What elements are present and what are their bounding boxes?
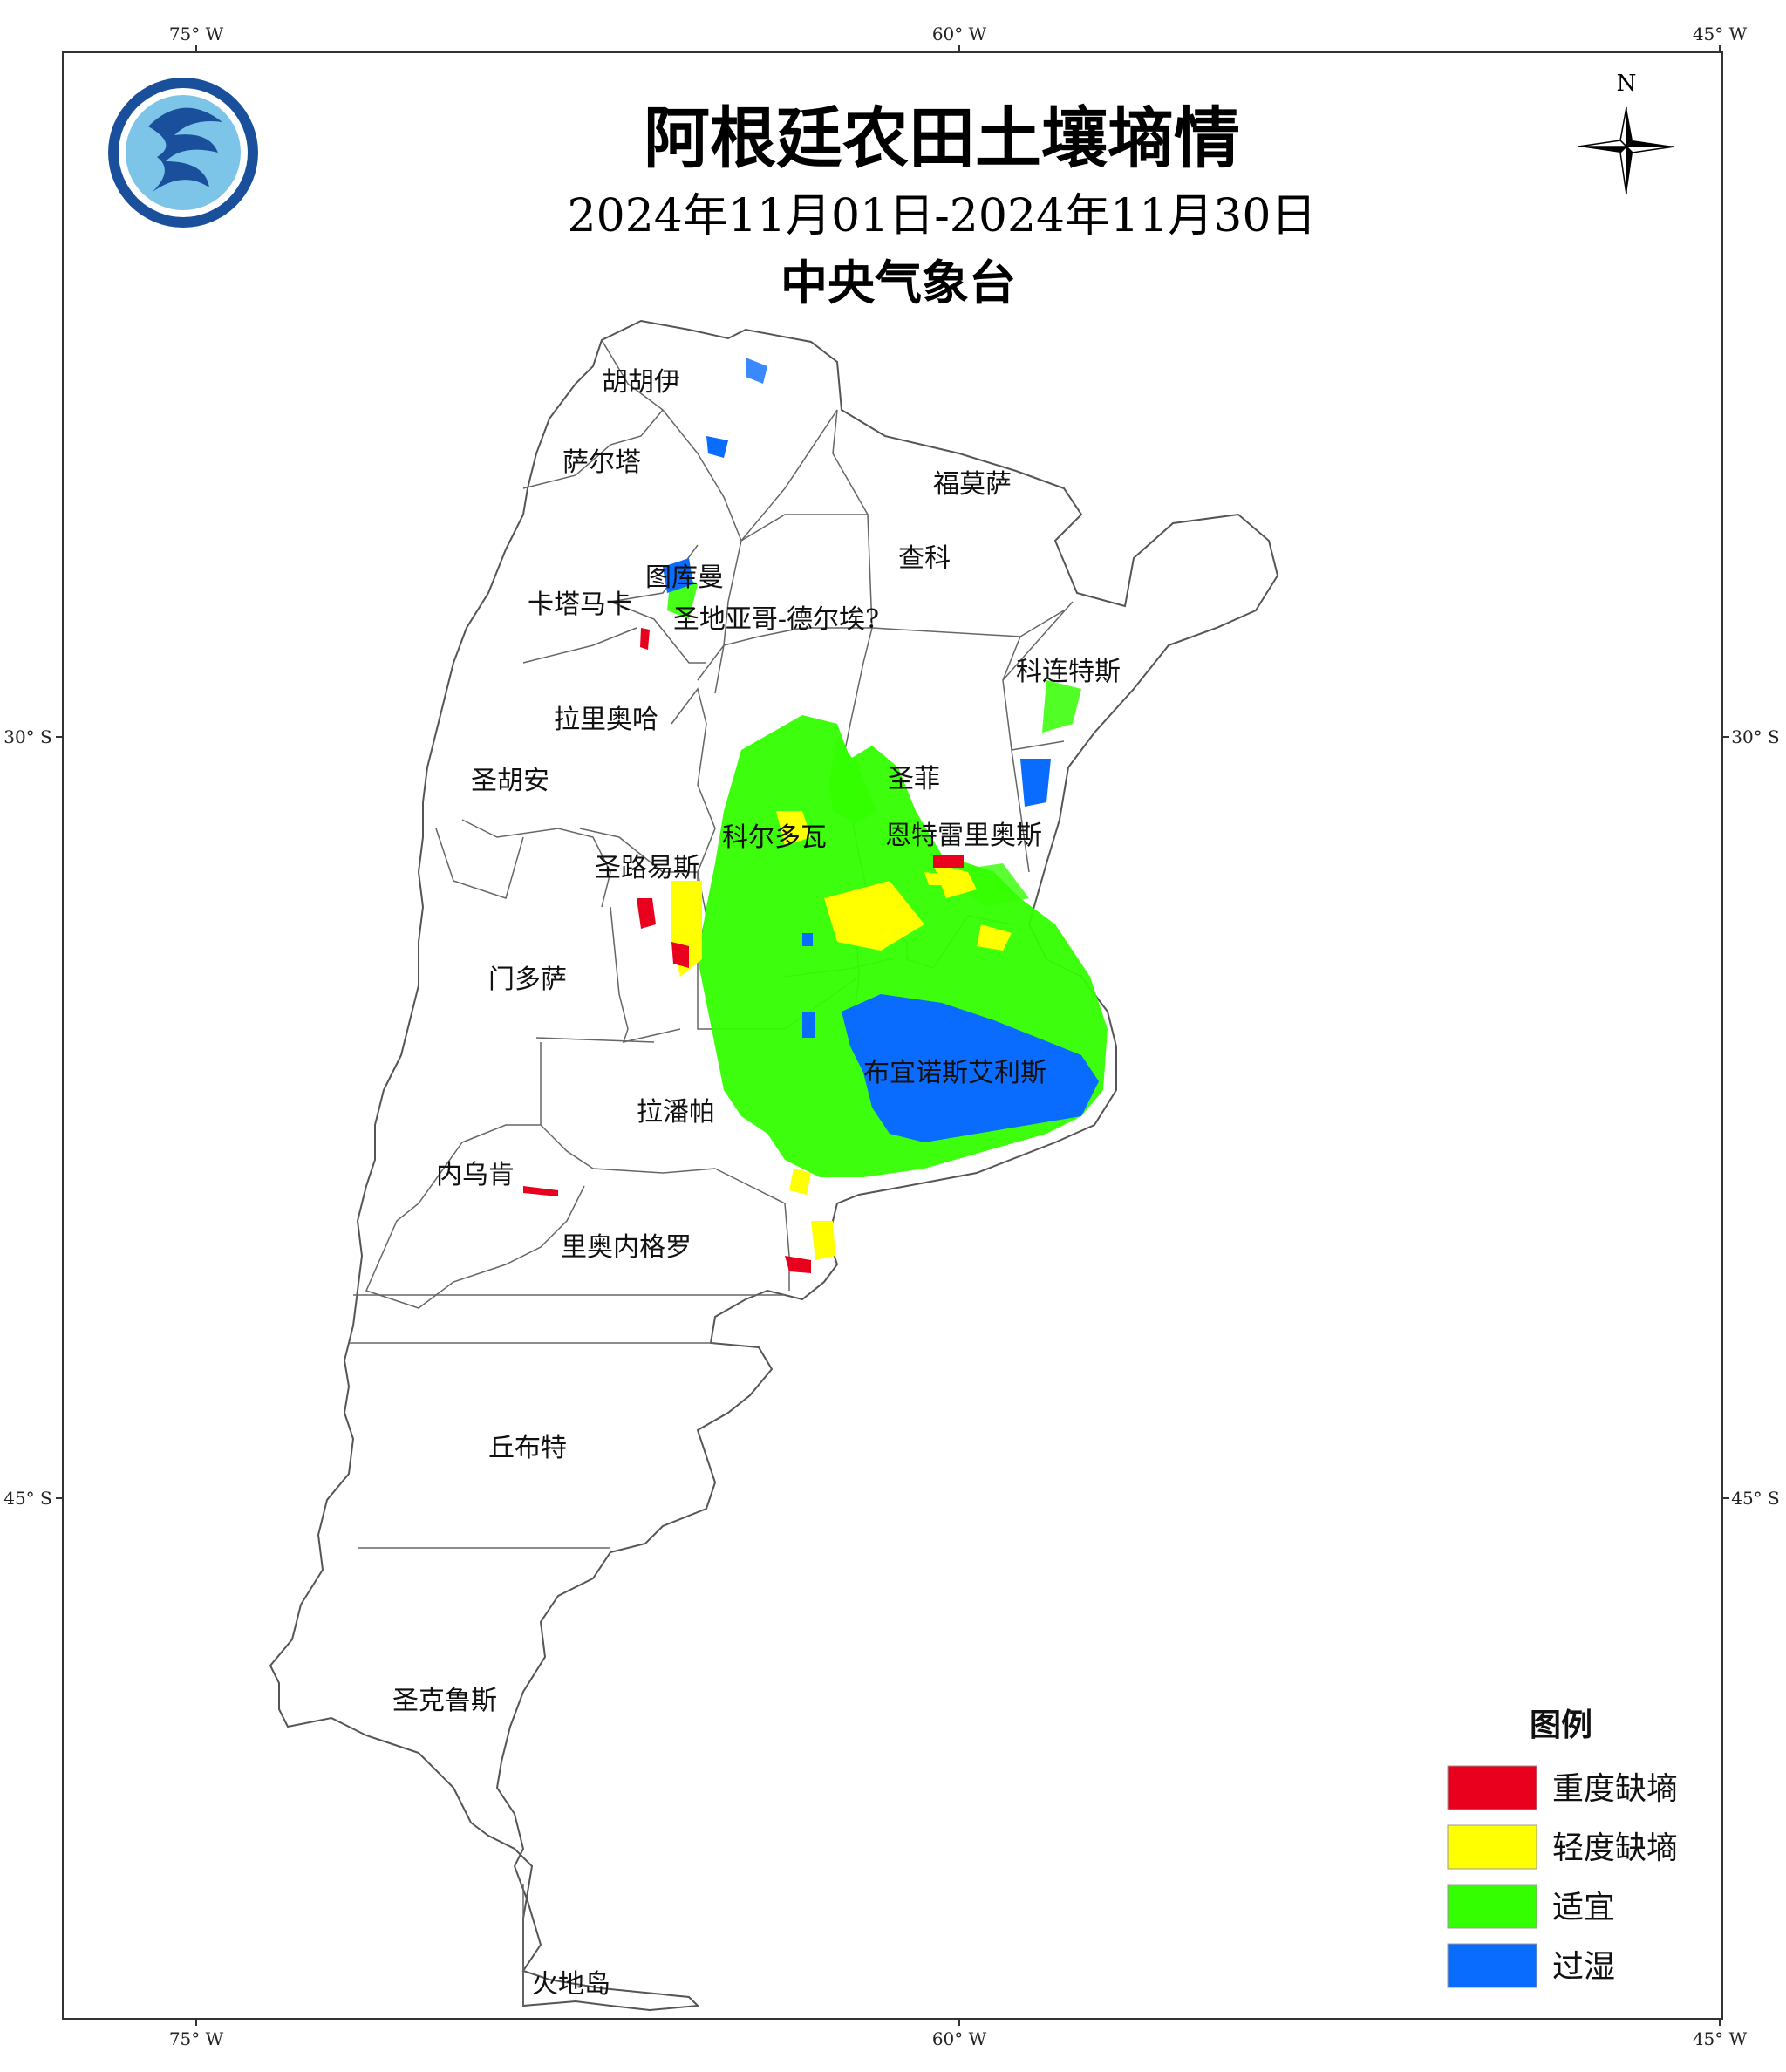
- bottom-lon-45w: 45° W: [1693, 2028, 1748, 2049]
- legend-swatch: [1448, 1766, 1537, 1810]
- province-label-neuquen: 内乌肯: [436, 1160, 515, 1190]
- bottom-lon-60w: 60° W: [932, 2028, 987, 2049]
- province-label-san-juan: 圣胡安: [471, 766, 549, 796]
- province-label-corrientes: 科连特斯: [1016, 657, 1121, 687]
- map-title: 阿根廷农田土壤墒情: [644, 99, 1240, 177]
- bottom-lon-75w: 75° W: [169, 2028, 224, 2049]
- province-label-santa-fe: 圣菲: [888, 764, 940, 794]
- top-lon-75w: 75° W: [169, 24, 224, 44]
- legend-swatch: [1448, 1885, 1537, 1928]
- province-label-catamarca: 卡塔马卡: [528, 590, 632, 620]
- north-label: N: [1617, 71, 1637, 97]
- province-label-la-pampa: 拉潘帕: [637, 1097, 715, 1128]
- province-label-tucuman: 图库曼: [645, 562, 724, 593]
- map-date-range: 2024年11月01日-2024年11月30日: [568, 190, 1317, 242]
- legend-label: 适宜: [1552, 1890, 1615, 1925]
- province-label-la-rioja: 拉里奥哈: [554, 705, 658, 735]
- province-label-chaco: 查科: [898, 543, 951, 574]
- legend-label: 轻度缺墒: [1552, 1830, 1678, 1866]
- map-agency: 中央气象台: [781, 255, 1016, 310]
- province-label-formosa: 福莫萨: [933, 469, 1012, 500]
- province-label-chubut: 丘布特: [488, 1433, 567, 1463]
- province-label-san-luis: 圣路易斯: [595, 853, 699, 883]
- left-lat-30s: 30° S: [3, 726, 52, 747]
- top-lon-45w: 45° W: [1693, 24, 1748, 44]
- left-lat-45s: 45° S: [3, 1488, 52, 1509]
- legend-label: 重度缺墒: [1552, 1771, 1678, 1807]
- top-lon-60w: 60° W: [932, 24, 987, 44]
- legend-title: 图例: [1530, 1707, 1592, 1743]
- province-label-rio-negro: 里奥内格罗: [561, 1232, 692, 1263]
- legend-swatch: [1448, 1944, 1537, 1987]
- province-label-jujuy: 胡胡伊: [602, 367, 680, 398]
- province-label-santiago-del-estero: 圣地亚哥-德尔埃?: [673, 604, 879, 635]
- province-label-entre-rios: 恩特雷里奥斯: [885, 821, 1042, 851]
- province-label-salta: 萨尔塔: [562, 447, 641, 478]
- right-lat-30s: 30° S: [1731, 726, 1780, 747]
- province-label-cordoba: 科尔多瓦: [722, 822, 827, 853]
- province-label-santa-cruz: 圣克鲁斯: [392, 1686, 497, 1716]
- legend-swatch: [1448, 1825, 1537, 1869]
- legend-label: 过湿: [1552, 1949, 1615, 1985]
- right-lat-45s: 45° S: [1731, 1488, 1780, 1509]
- cma-logo: [108, 78, 258, 228]
- province-label-tierra-del-fuego: 火地岛: [532, 1969, 610, 2000]
- province-label-buenos-aires: 布宜诺斯艾利斯: [863, 1058, 1046, 1088]
- province-label-mendoza: 门多萨: [488, 964, 567, 995]
